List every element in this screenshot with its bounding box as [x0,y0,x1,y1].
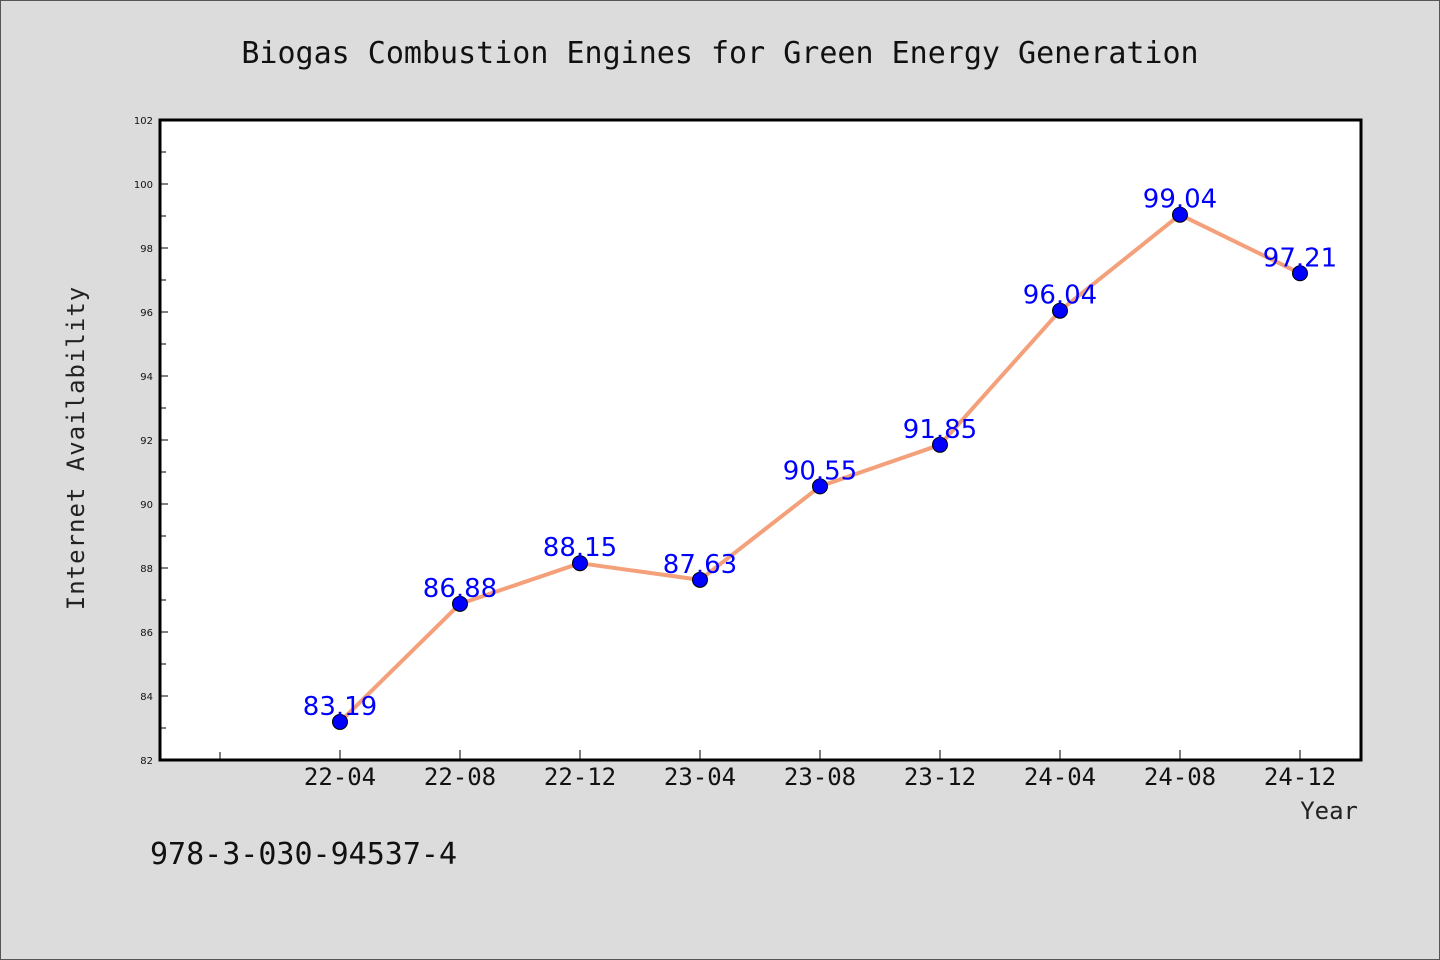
data-point [1052,302,1068,319]
data-label: 90.55 [783,456,857,486]
x-tick-label: 22-04 [304,763,376,791]
y-tick-label: 100 [134,180,153,191]
y-tick-label: 96 [140,308,153,319]
x-tick-label: 22-12 [544,763,616,791]
x-tick-label: 23-04 [664,763,736,791]
y-tick-label: 84 [140,692,153,703]
y-tick-label: 94 [140,372,153,383]
data-point [932,436,948,453]
data-point [452,595,468,612]
x-tick-label: 24-12 [1264,763,1336,791]
y-tick-label: 92 [140,436,153,447]
y-axis-title: Internet Availability [62,286,90,610]
x-axis: 22-04 22-08 22-12 23-04 23-08 23-12 24-04 24-08… [219,750,1336,791]
data-point [572,555,588,572]
data-point [1172,206,1188,223]
x-tick-label: 24-04 [1024,763,1096,791]
data-label: 96.04 [1023,281,1097,311]
data-point [332,713,348,730]
data-point [812,478,828,495]
footer-id-text: 978-3-030-94537-4 [150,837,457,872]
x-tick-label: 23-08 [784,763,856,791]
data-label: 87.63 [663,550,737,580]
data-label-layer: 83.19 86.88 88.15 87.63 90.55 91.85 96.04 99.04… [303,185,1337,722]
y-tick-label: 98 [140,244,153,255]
x-tick-label: 24-08 [1144,763,1216,791]
y-tick-label: 82 [140,756,153,767]
x-tick-label: 22-08 [424,763,496,791]
chart-title: Biogas Combustion Engines for Green Ener… [241,36,1198,71]
data-point [1292,265,1308,282]
data-label: 91.85 [903,415,977,445]
y-tick-label: 86 [140,628,153,639]
data-label: 83.19 [303,692,377,722]
y-axis: 82 84 86 88 90 92 94 96 98 100 102 [134,116,168,767]
x-tick-label: 23-12 [904,763,976,791]
y-tick-label: 102 [134,116,153,127]
data-label: 99.04 [1143,185,1217,215]
x-axis-title: Year [1300,797,1358,825]
data-label: 97.21 [1263,243,1337,273]
plot-area [158,118,1363,762]
data-label: 88.15 [543,533,617,563]
series-layer [332,206,1308,730]
data-point [692,571,708,588]
y-tick-label: 90 [140,500,153,511]
data-label: 86.88 [423,574,497,604]
y-tick-label: 88 [140,564,153,575]
